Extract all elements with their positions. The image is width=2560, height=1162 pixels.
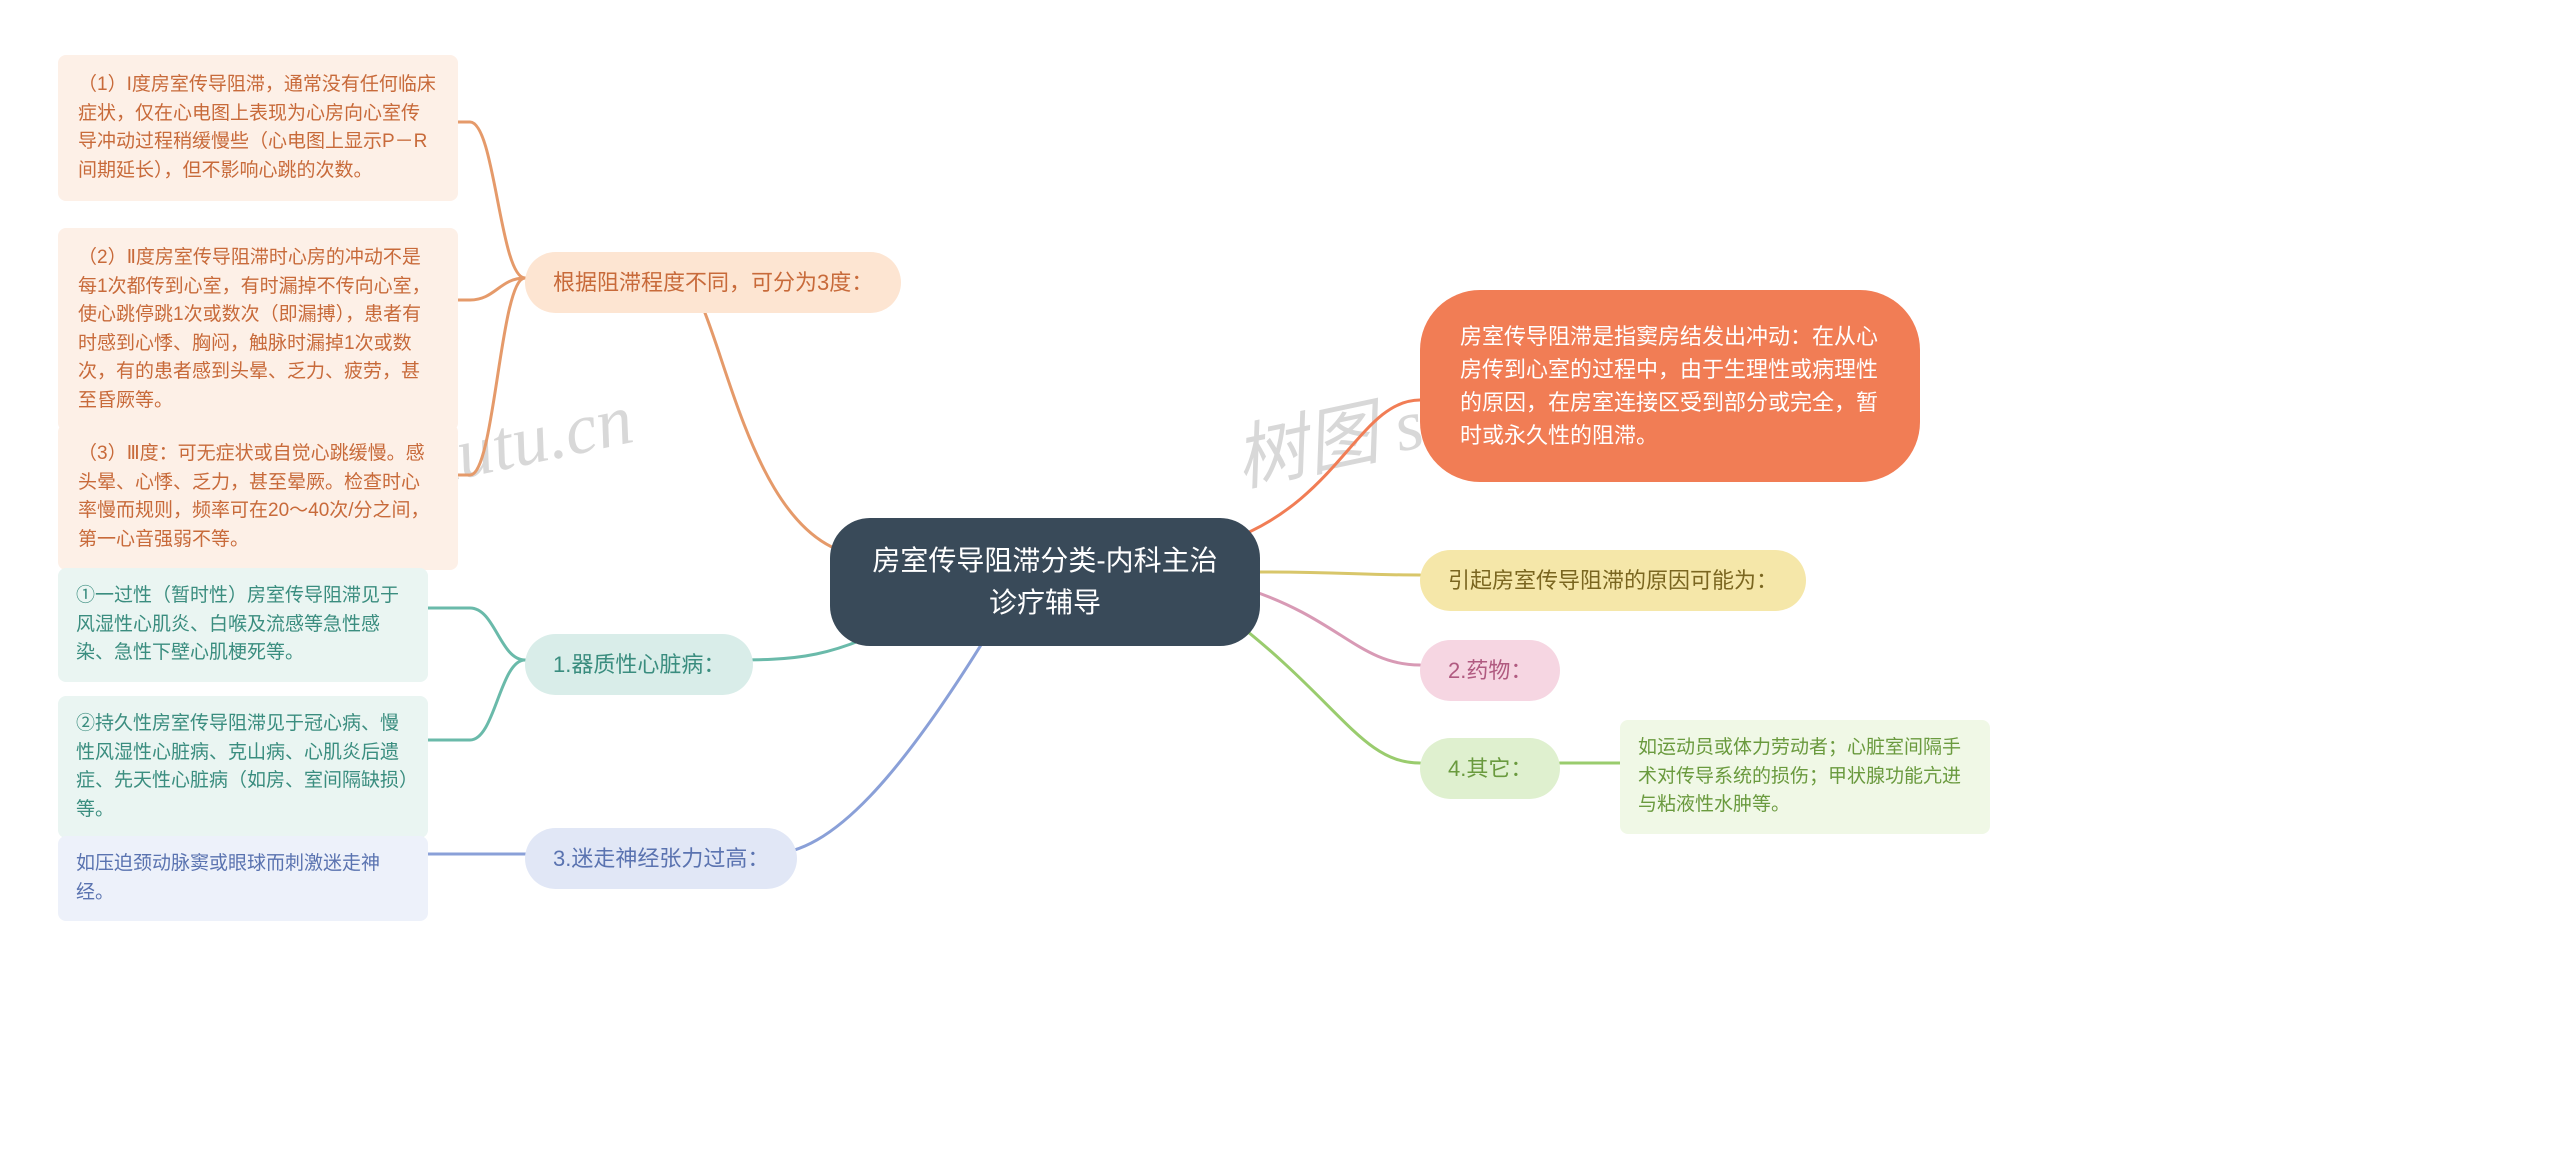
leaf-vagal-example: 如压迫颈动脉窦或眼球而刺激迷走神经。 <box>58 836 428 921</box>
leaf-persistent: ②持久性房室传导阻滞见于冠心病、慢性风湿性心脏病、克山病、心肌炎后遗症、先天性心… <box>58 696 428 838</box>
branch-drugs: 2.药物： <box>1420 640 1560 701</box>
branch-definition: 房室传导阻滞是指窦房结发出冲动：在从心房传到心室的过程中，由于生理性或病理性的原… <box>1420 290 1920 482</box>
branch-other: 4.其它： <box>1420 738 1560 799</box>
leaf-degree-1: （1）I度房室传导阻滞，通常没有任何临床症状，仅在心电图上表现为心房向心室传导冲… <box>58 55 458 201</box>
branch-organic-heart-disease: 1.器质性心脏病： <box>525 634 753 695</box>
branch-causes: 引起房室传导阻滞的原因可能为： <box>1420 550 1806 611</box>
center-node: 房室传导阻滞分类-内科主治诊疗辅导 <box>830 518 1260 646</box>
branch-degree-classification: 根据阻滞程度不同，可分为3度： <box>525 252 901 313</box>
leaf-degree-3: （3）Ⅲ度：可无症状或自觉心跳缓慢。感头晕、心悸、乏力，甚至晕厥。检查时心率慢而… <box>58 424 458 570</box>
branch-vagal-tone: 3.迷走神经张力过高： <box>525 828 797 889</box>
leaf-transient: ①一过性（暂时性）房室传导阻滞见于风湿性心肌炎、白喉及流感等急性感染、急性下壁心… <box>58 568 428 682</box>
leaf-degree-2: （2）Ⅱ度房室传导阻滞时心房的冲动不是每1次都传到心室，有时漏掉不传向心室，使心… <box>58 228 458 431</box>
leaf-other-example: 如运动员或体力劳动者；心脏室间隔手术对传导系统的损伤；甲状腺功能亢进与粘液性水肿… <box>1620 720 1990 834</box>
